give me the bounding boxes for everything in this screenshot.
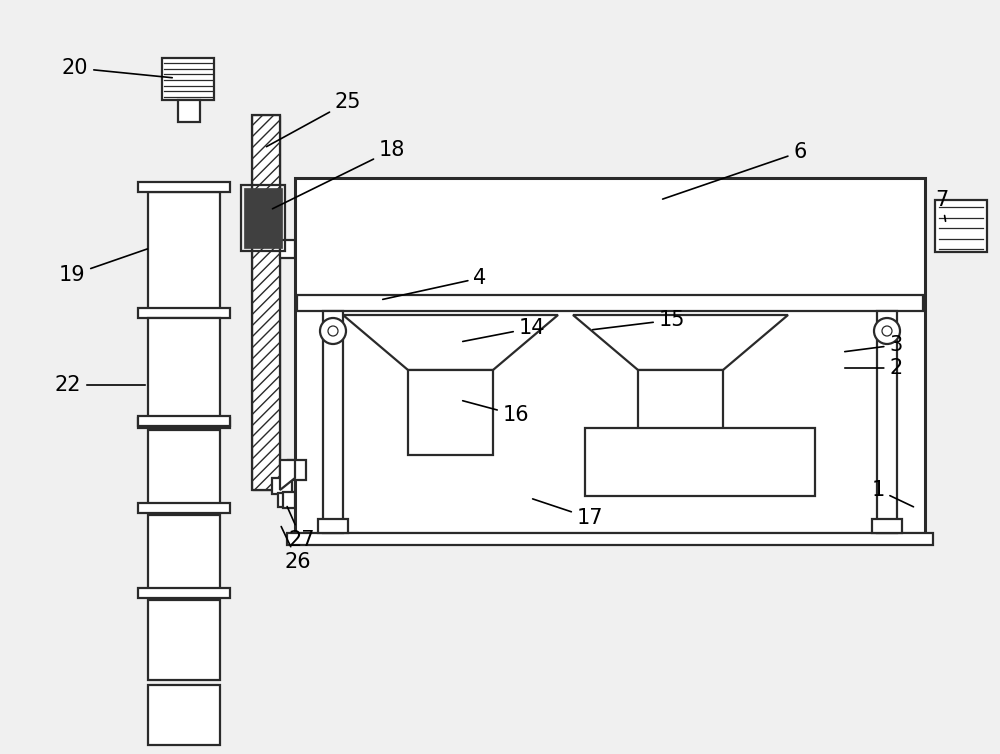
Bar [138,588,230,598]
Bar [297,295,923,311]
Bar [178,100,200,122]
Text: 6: 6 [663,142,807,199]
Polygon shape [283,492,295,508]
Bar [252,115,280,490]
Polygon shape [573,315,788,370]
Bar [408,370,493,455]
Bar [295,178,925,533]
Bar [241,185,285,251]
Bar [287,533,933,545]
Bar [323,311,343,533]
Text: 27: 27 [287,507,315,550]
Bar [148,318,220,418]
Text: 7: 7 [935,190,949,221]
Bar [244,188,282,248]
Bar [318,519,348,533]
Bar [280,240,295,258]
Text: 3: 3 [845,335,903,355]
Bar [638,370,723,455]
Text: 25: 25 [266,92,361,147]
Bar [877,311,897,533]
Text: 26: 26 [281,526,311,572]
Polygon shape [343,315,558,370]
Bar [138,308,230,318]
Circle shape [874,318,900,344]
Bar [585,428,815,496]
Text: 4: 4 [383,268,487,299]
Bar [252,115,280,490]
Bar [138,418,230,428]
Polygon shape [280,460,295,490]
Circle shape [882,326,892,336]
Bar [162,58,214,100]
Bar [872,519,902,533]
Text: 16: 16 [463,400,529,425]
Bar [278,493,292,507]
Text: 22: 22 [55,375,145,395]
Bar [272,478,292,494]
Bar [148,192,220,310]
Bar [148,600,220,680]
Bar [288,460,306,480]
Bar [148,685,220,745]
Text: 15: 15 [593,310,685,330]
Bar [138,182,230,192]
Text: 2: 2 [845,358,903,378]
Text: 18: 18 [272,140,405,209]
Bar [138,503,230,513]
Circle shape [328,326,338,336]
Text: 14: 14 [463,318,545,342]
Text: 17: 17 [533,499,603,528]
Text: 19: 19 [59,249,147,285]
Bar [138,416,230,426]
Bar [148,430,220,510]
Bar [935,200,987,252]
Text: 20: 20 [62,58,172,78]
Text: 1: 1 [871,480,913,507]
Bar [148,515,220,595]
Circle shape [320,318,346,344]
